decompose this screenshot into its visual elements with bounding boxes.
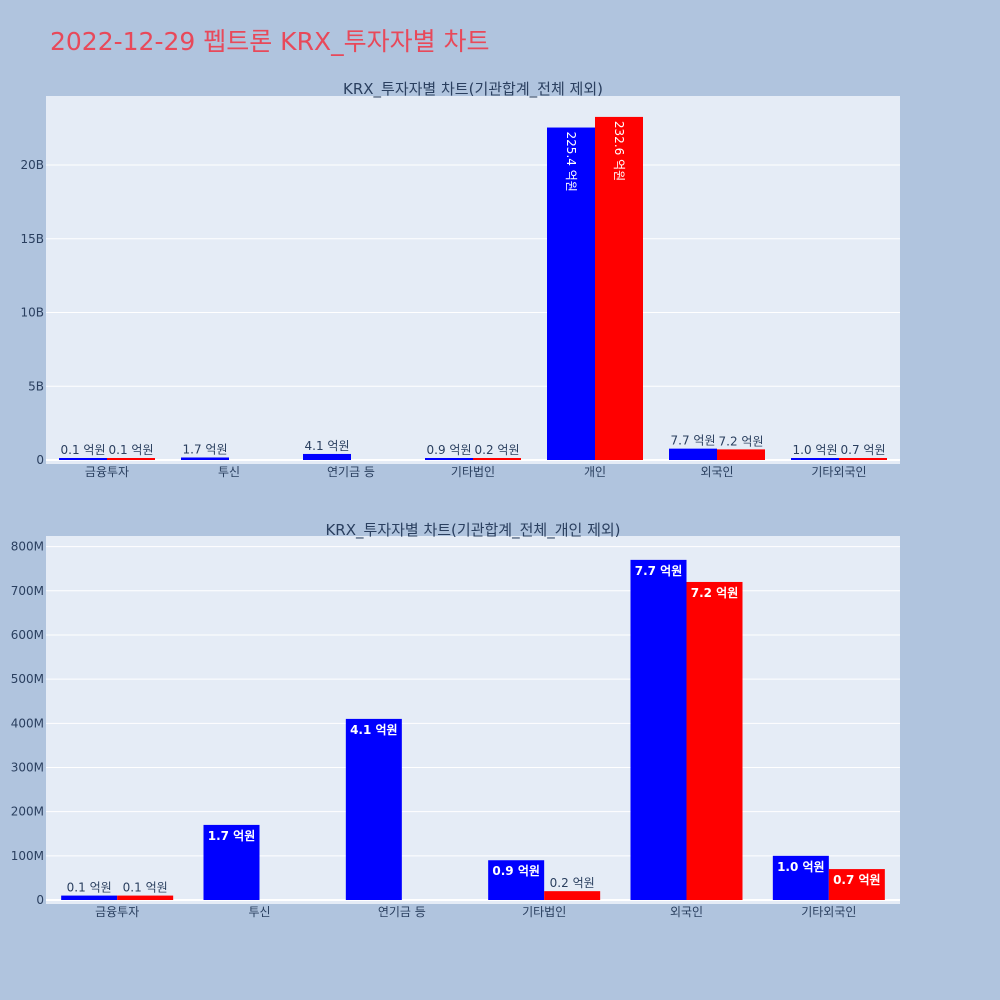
data-label: 0.7 억원 bbox=[833, 873, 881, 887]
data-label: 0.1 억원 bbox=[67, 881, 112, 895]
bar bbox=[181, 457, 229, 460]
data-label: 232.6 억원 bbox=[612, 121, 626, 181]
data-label: 1.0 억원 bbox=[777, 860, 825, 874]
data-label: 1.7 억원 bbox=[183, 442, 228, 456]
bar bbox=[488, 860, 545, 900]
y-tick-label: 20B bbox=[20, 158, 44, 172]
page-title: 2022-12-29 펩트론 KRX_투자자별 차트 bbox=[50, 27, 490, 56]
data-label: 7.2 억원 bbox=[719, 434, 764, 448]
bar bbox=[595, 116, 643, 460]
plot-area bbox=[46, 536, 900, 904]
y-tick-label: 600M bbox=[11, 628, 44, 642]
plot-area bbox=[46, 96, 900, 464]
y-tick-label: 10B bbox=[20, 306, 44, 320]
chart-bottom: 0 100M 200M 300M 400M 500M 600M 700M 800M KRX_투자자… bbox=[11, 521, 900, 919]
chart-title: KRX_투자자별 차트(기관합계_전체 제외) bbox=[343, 80, 603, 99]
data-label: 0.1 억원 bbox=[123, 881, 168, 895]
y-tick-label: 400M bbox=[11, 716, 44, 730]
bar bbox=[544, 891, 601, 900]
bar bbox=[61, 895, 118, 900]
data-label: 0.9 억원 bbox=[427, 443, 472, 457]
bar bbox=[630, 559, 687, 900]
bar bbox=[839, 458, 887, 460]
y-tick-label: 5B bbox=[28, 379, 44, 393]
data-label: 1.0 억원 bbox=[793, 443, 838, 457]
x-tick-label: 기타외국인 bbox=[811, 465, 866, 479]
data-label: 4.1 억원 bbox=[305, 439, 350, 453]
x-tick-label: 기타법인 bbox=[522, 905, 566, 919]
bar bbox=[717, 449, 765, 460]
bar bbox=[117, 895, 174, 900]
bar bbox=[345, 718, 402, 900]
x-tick-label: 투신 bbox=[218, 465, 240, 479]
x-tick-label: 투신 bbox=[248, 905, 270, 919]
data-label: 0.9 억원 bbox=[492, 864, 540, 878]
x-tick-label: 연기금 등 bbox=[327, 465, 375, 479]
chart-title: KRX_투자자별 차트(기관합계_전체_개인 제외) bbox=[325, 521, 620, 540]
y-tick-label: 800M bbox=[11, 540, 44, 554]
x-tick-label: 연기금 등 bbox=[378, 905, 426, 919]
bar bbox=[203, 824, 260, 900]
data-label: 225.4 억원 bbox=[564, 132, 578, 192]
bar bbox=[107, 458, 155, 460]
bar bbox=[791, 458, 839, 460]
bar bbox=[669, 448, 717, 460]
y-tick-label: 500M bbox=[11, 672, 44, 686]
data-label: 1.7 억원 bbox=[208, 829, 256, 843]
bar bbox=[59, 458, 107, 460]
bar bbox=[303, 453, 351, 460]
y-tick-label: 700M bbox=[11, 584, 44, 598]
data-label: 0.1 억원 bbox=[109, 443, 154, 457]
bar bbox=[547, 127, 595, 460]
bar bbox=[425, 458, 473, 460]
data-label: 0.2 억원 bbox=[475, 443, 520, 457]
x-tick-label: 기타외국인 bbox=[801, 905, 856, 919]
bar bbox=[772, 855, 829, 900]
data-label: 7.7 억원 bbox=[635, 564, 683, 578]
y-tick-label: 0 bbox=[36, 453, 44, 467]
x-tick-label: 외국인 bbox=[700, 465, 733, 479]
data-label: 7.7 억원 bbox=[671, 434, 716, 448]
y-tick-label: 15B bbox=[20, 232, 44, 246]
data-label: 0.2 억원 bbox=[550, 876, 595, 890]
data-label: 0.1 억원 bbox=[61, 443, 106, 457]
x-tick-label: 기타법인 bbox=[451, 465, 495, 479]
y-tick-label: 100M bbox=[11, 849, 44, 863]
chart-top: 0 5B 10B 15B 20B KRX_투자자별 차트(기관합계_전체 제외) 금융투자 0… bbox=[20, 80, 900, 479]
x-tick-label: 외국인 bbox=[670, 905, 703, 919]
bar bbox=[686, 581, 743, 900]
y-tick-label: 300M bbox=[11, 760, 44, 774]
data-label: 4.1 억원 bbox=[350, 723, 398, 737]
y-tick-label: 0 bbox=[36, 893, 44, 907]
bar bbox=[473, 458, 521, 460]
data-label: 7.2 억원 bbox=[691, 586, 739, 600]
y-tick-label: 200M bbox=[11, 805, 44, 819]
bar bbox=[828, 869, 885, 900]
x-tick-label: 금융투자 bbox=[95, 905, 139, 919]
data-label: 0.7 억원 bbox=[841, 443, 886, 457]
x-tick-label: 개인 bbox=[584, 465, 606, 479]
x-tick-label: 금융투자 bbox=[85, 465, 129, 479]
